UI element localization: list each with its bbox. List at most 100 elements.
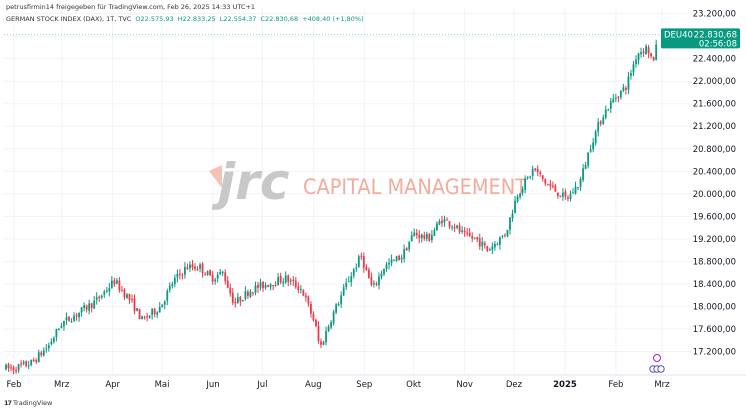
- candle[interactable]: [604, 105, 607, 120]
- candle[interactable]: [652, 56, 655, 62]
- candle[interactable]: [153, 307, 156, 318]
- candle[interactable]: [221, 270, 224, 276]
- candle[interactable]: [173, 274, 176, 288]
- candle[interactable]: [655, 39, 658, 61]
- candle[interactable]: [199, 262, 201, 273]
- candle[interactable]: [501, 235, 504, 239]
- candle[interactable]: [625, 85, 627, 95]
- candle[interactable]: [249, 288, 252, 298]
- candle[interactable]: [45, 344, 48, 353]
- candle[interactable]: [17, 363, 20, 374]
- candle[interactable]: [58, 328, 60, 331]
- candle[interactable]: [108, 283, 111, 297]
- candle[interactable]: [259, 278, 262, 291]
- candle[interactable]: [405, 247, 408, 251]
- candle[interactable]: [619, 90, 622, 100]
- candle[interactable]: [320, 338, 322, 349]
- candle[interactable]: [340, 291, 343, 308]
- candle[interactable]: [360, 252, 363, 261]
- candle[interactable]: [241, 299, 244, 302]
- candle[interactable]: [201, 262, 204, 278]
- candle[interactable]: [516, 194, 519, 204]
- candle[interactable]: [607, 108, 610, 111]
- candle[interactable]: [330, 319, 332, 330]
- candle[interactable]: [491, 242, 494, 255]
- candle[interactable]: [287, 274, 290, 287]
- candle[interactable]: [556, 192, 559, 199]
- candle[interactable]: [355, 263, 358, 273]
- candle[interactable]: [171, 281, 174, 289]
- candle[interactable]: [433, 227, 436, 237]
- candle[interactable]: [569, 190, 572, 202]
- candle[interactable]: [141, 315, 143, 320]
- candle[interactable]: [73, 312, 75, 323]
- candle[interactable]: [599, 120, 602, 127]
- candle[interactable]: [315, 318, 317, 328]
- candle[interactable]: [25, 360, 28, 368]
- candle[interactable]: [345, 278, 348, 290]
- candle[interactable]: [635, 55, 637, 68]
- candle[interactable]: [614, 93, 617, 103]
- candle[interactable]: [35, 358, 38, 364]
- candle[interactable]: [234, 297, 237, 308]
- candle[interactable]: [342, 283, 345, 296]
- candle[interactable]: [589, 144, 592, 153]
- candle[interactable]: [519, 192, 521, 200]
- candle[interactable]: [650, 52, 653, 59]
- candle[interactable]: [481, 237, 484, 252]
- candle[interactable]: [594, 129, 597, 146]
- candle[interactable]: [322, 340, 325, 346]
- candle[interactable]: [128, 293, 131, 304]
- candle[interactable]: [279, 272, 282, 285]
- candle[interactable]: [597, 118, 600, 137]
- candle[interactable]: [30, 359, 33, 367]
- candle[interactable]: [40, 350, 43, 358]
- candle[interactable]: [448, 220, 451, 230]
- candle[interactable]: [75, 312, 78, 321]
- candle[interactable]: [214, 277, 217, 285]
- candle[interactable]: [559, 195, 562, 198]
- candle[interactable]: [640, 47, 642, 58]
- candle[interactable]: [22, 360, 25, 366]
- candle[interactable]: [408, 240, 411, 253]
- candle[interactable]: [83, 302, 86, 312]
- candle[interactable]: [274, 281, 277, 287]
- candle[interactable]: [428, 232, 431, 242]
- candle[interactable]: [582, 163, 584, 183]
- candle[interactable]: [118, 277, 121, 293]
- candle[interactable]: [403, 244, 406, 263]
- candle[interactable]: [146, 312, 149, 322]
- candle[interactable]: [121, 286, 123, 292]
- candle[interactable]: [168, 282, 171, 293]
- candle[interactable]: [534, 168, 537, 172]
- candle[interactable]: [292, 275, 295, 286]
- candle[interactable]: [264, 282, 267, 290]
- candle[interactable]: [20, 360, 23, 368]
- candle[interactable]: [617, 96, 620, 103]
- candle[interactable]: [297, 282, 300, 294]
- candle[interactable]: [151, 308, 154, 320]
- candle[interactable]: [466, 227, 469, 237]
- candle[interactable]: [496, 242, 499, 246]
- candle[interactable]: [441, 215, 443, 228]
- candle[interactable]: [526, 176, 529, 180]
- candle[interactable]: [194, 263, 196, 272]
- candle[interactable]: [332, 309, 335, 326]
- candle[interactable]: [63, 320, 65, 331]
- candle[interactable]: [592, 137, 595, 153]
- candle[interactable]: [420, 233, 423, 243]
- candle[interactable]: [463, 226, 466, 237]
- candle[interactable]: [400, 254, 403, 264]
- candle[interactable]: [544, 178, 547, 187]
- candle[interactable]: [430, 230, 433, 243]
- candle[interactable]: [337, 301, 340, 307]
- candle[interactable]: [471, 232, 474, 243]
- candle[interactable]: [511, 209, 514, 222]
- candle[interactable]: [68, 316, 70, 322]
- candle[interactable]: [488, 247, 491, 251]
- candle[interactable]: [504, 233, 506, 238]
- candle[interactable]: [307, 295, 310, 307]
- candle[interactable]: [85, 304, 88, 313]
